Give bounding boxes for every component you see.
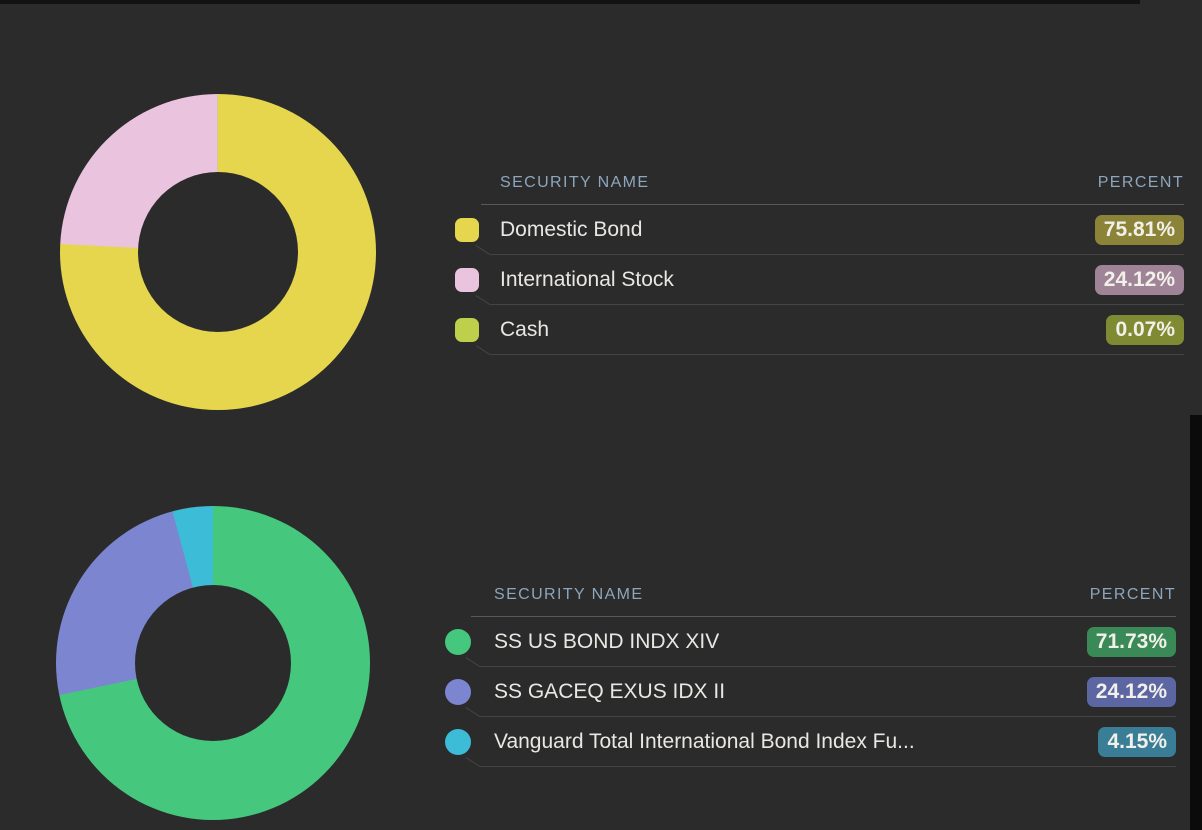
security-name: SS US BOND INDX XIV bbox=[494, 630, 720, 653]
table-header-row: SECURITY NAME PERCENT bbox=[445, 572, 1176, 617]
security-name: Domestic Bond bbox=[500, 218, 643, 241]
percent-badge: 24.12% bbox=[1086, 677, 1176, 707]
percent-badge: 75.81% bbox=[1094, 215, 1184, 245]
divider-tail bbox=[465, 757, 482, 768]
divider-tail bbox=[475, 345, 492, 356]
percent-badge: 4.15% bbox=[1098, 727, 1176, 757]
asset-class-donut-chart bbox=[60, 94, 376, 410]
table-row-vanguard[interactable]: Vanguard Total International Bond Index … bbox=[445, 717, 1176, 768]
security-name: International Stock bbox=[500, 268, 674, 291]
table-row-ss-us-bond[interactable]: SS US BOND INDX XIV 71.73% bbox=[445, 617, 1176, 668]
percent-badge: 24.12% bbox=[1094, 265, 1184, 295]
security-name: SS GACEQ EXUS IDX II bbox=[494, 680, 726, 703]
table-row-international-stock[interactable]: International Stock 24.12% bbox=[455, 255, 1184, 306]
table-header-row: SECURITY NAME PERCENT bbox=[455, 160, 1184, 205]
table-row-ss-gaceq[interactable]: SS GACEQ EXUS IDX II 24.12% bbox=[445, 667, 1176, 718]
security-name: Cash bbox=[500, 318, 550, 341]
column-header-percent: PERCENT bbox=[1089, 585, 1176, 603]
legend-swatch bbox=[445, 729, 471, 755]
security-name: Vanguard Total International Bond Index … bbox=[494, 730, 915, 753]
legend-swatch bbox=[455, 318, 479, 342]
column-header-percent: PERCENT bbox=[1097, 173, 1184, 191]
window-top-edge bbox=[0, 0, 1140, 4]
scrollbar-track[interactable] bbox=[1190, 415, 1202, 830]
percent-badge: 71.73% bbox=[1086, 627, 1176, 657]
column-header-security-name: SECURITY NAME bbox=[494, 585, 644, 603]
security-donut-chart bbox=[56, 506, 370, 820]
table-row-domestic-bond[interactable]: Domestic Bond 75.81% bbox=[455, 205, 1184, 256]
legend-swatch bbox=[455, 268, 479, 292]
donut-hole bbox=[135, 585, 291, 741]
donut-hole bbox=[138, 172, 298, 332]
table-row-cash[interactable]: Cash 0.07% bbox=[455, 305, 1184, 356]
legend-swatch bbox=[455, 218, 479, 242]
legend-swatch bbox=[445, 679, 471, 705]
legend-swatch bbox=[445, 629, 471, 655]
column-header-security-name: SECURITY NAME bbox=[500, 173, 650, 191]
security-table: SECURITY NAME PERCENT SS US BOND INDX XI… bbox=[445, 572, 1176, 768]
percent-badge: 0.07% bbox=[1106, 315, 1184, 345]
asset-class-table: SECURITY NAME PERCENT Domestic Bond 75.8… bbox=[455, 160, 1184, 356]
